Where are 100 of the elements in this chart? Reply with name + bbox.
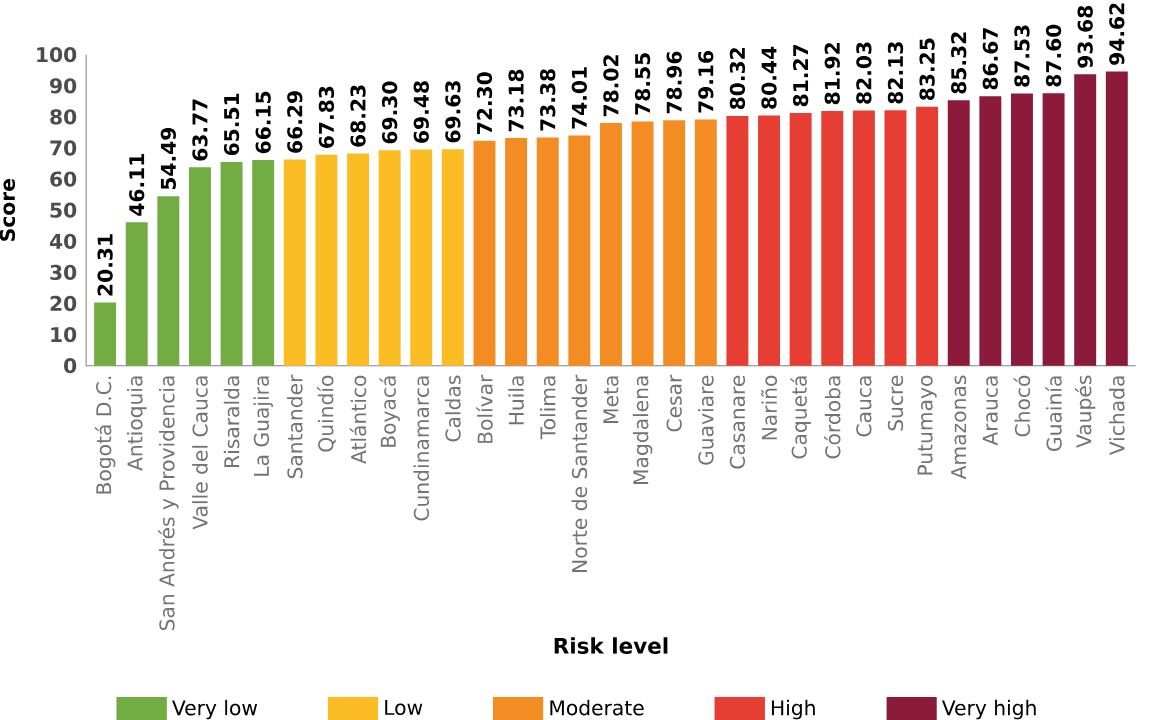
x-tick-label: La Guajira xyxy=(253,376,273,476)
bar xyxy=(505,138,528,366)
x-tick-label: Huila xyxy=(508,376,524,425)
bar xyxy=(1010,93,1033,366)
bar xyxy=(694,119,717,366)
legend-label: Very low xyxy=(172,699,258,720)
x-tick-label: Guaviare xyxy=(697,375,714,465)
data-label: 82.13 xyxy=(887,42,904,104)
bar xyxy=(157,196,180,366)
y-tick-label: 60 xyxy=(50,171,77,187)
x-tick-label: Boyacá xyxy=(379,376,400,447)
bar xyxy=(916,106,939,366)
bar xyxy=(283,159,306,366)
bar xyxy=(663,120,686,366)
bar xyxy=(852,110,875,366)
data-label: 74.01 xyxy=(571,67,587,129)
x-tick-label: Atlántico xyxy=(349,375,367,464)
y-tick-label: 20 xyxy=(50,295,77,312)
bar xyxy=(378,150,401,366)
bar xyxy=(568,135,591,366)
x-tick-label: Bogotá D.C. xyxy=(94,376,116,494)
data-label: 85.32 xyxy=(951,32,967,94)
x-tick-label: Casanare xyxy=(729,375,746,469)
x-tick-label: Cesar xyxy=(666,374,682,432)
legend-label: High xyxy=(771,699,815,720)
x-tick-label: Guainía xyxy=(1045,376,1062,451)
data-label: 94.62 xyxy=(1109,3,1125,65)
data-label: 67.83 xyxy=(318,86,335,148)
data-label: 68.23 xyxy=(350,85,366,147)
y-tick-label: 90 xyxy=(50,78,77,94)
data-label: 80.32 xyxy=(729,48,746,110)
y-axis-title: Score xyxy=(0,179,16,241)
x-tick-label: Vaupés xyxy=(1074,375,1096,448)
data-label: 73.18 xyxy=(508,69,524,132)
bar xyxy=(441,149,464,366)
x-tick-label: Nariño xyxy=(761,375,778,440)
data-label: 72.30 xyxy=(476,72,493,134)
y-tick-label: 70 xyxy=(50,140,77,156)
data-label: 78.96 xyxy=(666,51,682,114)
data-label: 82.03 xyxy=(856,42,872,104)
data-label: 66.29 xyxy=(287,91,303,153)
data-label: 83.25 xyxy=(919,38,935,101)
y-tick-label: 50 xyxy=(50,202,77,218)
data-label: 79.16 xyxy=(698,51,714,113)
data-label: 87.60 xyxy=(1045,24,1062,87)
x-tick-label: Norte de Santander xyxy=(571,374,588,572)
bar xyxy=(94,302,117,366)
bar xyxy=(252,160,275,366)
x-tick-label: Caldas xyxy=(445,375,461,442)
y-tick-label: 80 xyxy=(50,109,77,125)
bar xyxy=(536,137,559,366)
x-tick-label: Santander xyxy=(286,374,303,479)
x-tick-label: San Andrés y Providencia xyxy=(158,376,179,631)
bar xyxy=(473,140,496,366)
data-label: 66.15 xyxy=(255,91,271,154)
data-label: 46.11 xyxy=(129,154,145,216)
data-label: 81.92 xyxy=(824,43,840,105)
bar xyxy=(631,121,654,366)
x-tick-label: Valle del Cauca xyxy=(192,376,208,530)
bar xyxy=(1042,93,1065,366)
x-tick-label: Meta xyxy=(603,376,619,423)
legend-label: Low xyxy=(385,700,423,716)
x-tick-label: Bolívar xyxy=(476,374,493,443)
x-tick-label: Cauca xyxy=(856,376,872,437)
bar xyxy=(947,100,970,366)
x-tick-label: Putumayo xyxy=(917,375,937,475)
data-label: 81.27 xyxy=(792,45,809,107)
bar xyxy=(188,167,211,366)
bar xyxy=(789,112,812,366)
x-axis-title: Risk level xyxy=(554,637,668,654)
x-tick-label: Vichada xyxy=(1108,376,1125,456)
x-tick-label: Córdoba xyxy=(824,376,841,459)
x-tick-label: Sucre xyxy=(887,375,904,431)
y-tick-label: 30 xyxy=(50,264,77,281)
x-tick-label: Magdalena xyxy=(632,376,653,484)
bar xyxy=(599,123,622,366)
data-label: 65.51 xyxy=(223,93,240,156)
data-label: 80.44 xyxy=(761,46,777,109)
data-label: 87.53 xyxy=(1014,25,1030,87)
x-tick-label: Risaralda xyxy=(223,376,240,467)
y-tick-label: 10 xyxy=(51,326,77,343)
data-label: 20.31 xyxy=(97,234,113,296)
data-label: 69.30 xyxy=(381,81,398,144)
y-tick-label: 100 xyxy=(37,47,77,63)
bar xyxy=(315,154,338,366)
x-tick-label: Amazonas xyxy=(951,375,967,480)
data-label: 78.02 xyxy=(603,55,619,117)
data-label: 69.48 xyxy=(413,81,429,143)
bar xyxy=(979,96,1002,366)
x-tick-label: Caquetá xyxy=(790,376,811,459)
bar xyxy=(726,115,749,366)
bar xyxy=(347,153,370,366)
bar xyxy=(410,149,433,366)
data-label: 86.67 xyxy=(982,28,998,90)
data-label: 63.77 xyxy=(192,99,208,161)
data-label: 54.49 xyxy=(160,127,176,190)
x-tick-label: Chocó xyxy=(1013,375,1031,437)
data-label: 93.68 xyxy=(1077,6,1093,68)
bar xyxy=(884,110,907,366)
x-tick-label: Tolima xyxy=(539,376,556,440)
